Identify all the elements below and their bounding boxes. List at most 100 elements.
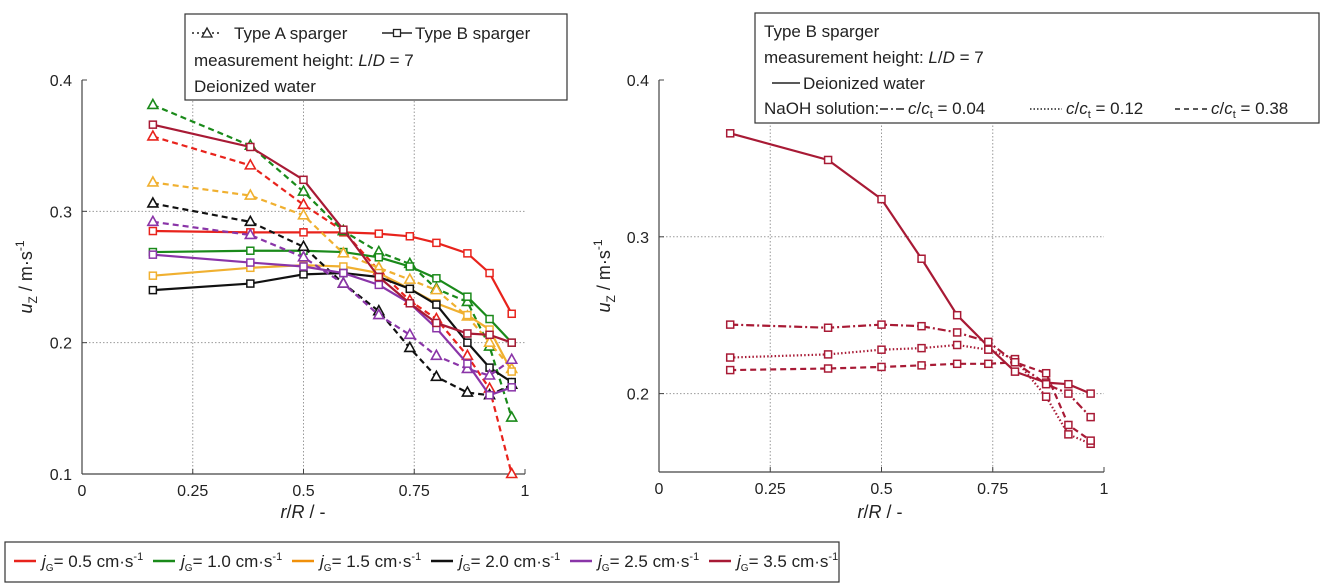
data-point-square bbox=[917, 361, 926, 370]
data-point-square bbox=[299, 175, 308, 185]
data-point-square bbox=[1010, 367, 1020, 376]
data-point-square bbox=[725, 320, 735, 329]
legend-label-var: j bbox=[457, 552, 464, 571]
data-point-square bbox=[246, 142, 255, 152]
data-point-triangle bbox=[146, 97, 160, 110]
data-point-triangle bbox=[297, 208, 310, 220]
data-point-triangle bbox=[297, 250, 310, 262]
legend-label-text: = 3.5 cm·s bbox=[749, 552, 829, 571]
data-point-triangle bbox=[430, 348, 443, 361]
legend-label-sup: -1 bbox=[828, 551, 838, 563]
y-tick-label: 0.3 bbox=[627, 230, 649, 247]
legend-label-2.0: jG= 2.0 cm·s-1 bbox=[457, 551, 560, 574]
legend-label-text: = 2.0 cm·s bbox=[471, 552, 551, 571]
y-tick-label: 0.4 bbox=[50, 73, 72, 90]
data-point-square bbox=[148, 250, 158, 259]
legend-label-sup: -1 bbox=[411, 551, 421, 563]
data-point-square bbox=[463, 329, 472, 338]
data-point-square bbox=[507, 367, 516, 376]
series-line bbox=[152, 135, 513, 474]
data-point-square bbox=[917, 343, 926, 353]
data-point-triangle bbox=[461, 348, 474, 361]
data-point-triangle bbox=[297, 184, 310, 196]
right-chart: 0 0.25 0.5 0.75 1 0.2 0.3 0.4 r/R / - uZ / m·s-1 bbox=[591, 73, 1109, 522]
legend-label-var: j bbox=[596, 552, 603, 571]
x-axis-label-part: R bbox=[292, 502, 305, 522]
x-axis-label-part: / bbox=[863, 502, 868, 522]
data-point-square bbox=[507, 383, 516, 392]
series-line bbox=[152, 229, 513, 315]
x-tick-label: 0.5 bbox=[292, 483, 314, 500]
legend-conc-038: c/ct = 0.38 bbox=[1211, 99, 1288, 121]
data-point-square bbox=[432, 238, 441, 248]
x-axis-label-part: r bbox=[857, 502, 864, 522]
series-line bbox=[730, 343, 1092, 445]
right-legend-frame bbox=[754, 12, 1320, 124]
legend-label-var: j bbox=[318, 552, 325, 571]
x-tick-label: 0.25 bbox=[755, 481, 786, 498]
data-point-square bbox=[917, 321, 926, 331]
x-axis-label-part: r bbox=[280, 502, 287, 522]
data-point-square bbox=[823, 364, 833, 373]
data-point-square bbox=[463, 359, 472, 368]
data-point-square bbox=[374, 253, 384, 262]
data-point-square bbox=[877, 362, 886, 372]
y-axis-label-part: u bbox=[594, 303, 614, 313]
legend-label-sup: -1 bbox=[133, 551, 143, 563]
data-point-triangle bbox=[146, 196, 160, 208]
left-legend: Type A sparger Type B sparger measuremen… bbox=[184, 13, 568, 101]
legend-label-sub: G bbox=[324, 563, 332, 574]
data-point-square bbox=[299, 228, 308, 237]
legend-label-1.0: jG= 1.0 cm·s-1 bbox=[179, 551, 282, 574]
series-line bbox=[152, 249, 513, 344]
data-point-square bbox=[485, 314, 494, 324]
data-point-square bbox=[339, 225, 348, 234]
x-tick-label: 0.5 bbox=[870, 481, 892, 498]
legend-sparger-text: Type B sparger bbox=[764, 22, 880, 41]
data-point-square bbox=[463, 338, 472, 347]
data-point-square bbox=[148, 226, 158, 236]
data-point-square bbox=[1086, 436, 1095, 445]
y-axis-label-part: u bbox=[16, 304, 36, 314]
legend-height-text: measurement height: L/D = 7 bbox=[194, 51, 414, 70]
data-point-square bbox=[725, 129, 735, 138]
data-point-square bbox=[507, 338, 516, 347]
data-point-square bbox=[1041, 392, 1051, 401]
data-point-square bbox=[374, 280, 384, 290]
data-point-square bbox=[984, 359, 993, 369]
data-point-square bbox=[405, 232, 415, 241]
series-line bbox=[152, 202, 513, 397]
data-point-square bbox=[463, 310, 472, 320]
data-point-square bbox=[405, 299, 415, 308]
data-point-square bbox=[1041, 368, 1051, 378]
x-axis-label-part: / - bbox=[305, 502, 326, 522]
data-point-square bbox=[299, 270, 308, 279]
data-point-square bbox=[463, 249, 472, 258]
x-tick-label: 1 bbox=[1100, 481, 1109, 498]
data-point-square bbox=[1064, 389, 1073, 398]
legend-label-sub: G bbox=[602, 563, 610, 574]
data-point-triangle bbox=[403, 272, 417, 284]
data-point-triangle bbox=[483, 368, 496, 380]
series-line bbox=[730, 323, 1092, 418]
y-axis-label: uZ / m·s-1 bbox=[13, 240, 40, 313]
series-line bbox=[729, 132, 1092, 395]
data-point-square bbox=[1010, 357, 1020, 367]
legend-label-sup: -1 bbox=[689, 551, 699, 563]
data-point-triangle bbox=[483, 335, 496, 347]
data-point-square bbox=[823, 350, 833, 359]
y-tick-label: 0.4 bbox=[627, 73, 649, 90]
y-axis-label-part: -1 bbox=[591, 239, 605, 250]
legend-label-sub: G bbox=[46, 563, 54, 574]
y-tick-label: 0.2 bbox=[50, 336, 72, 353]
data-point-square bbox=[1064, 420, 1073, 430]
y-axis-label-part: Z bbox=[604, 295, 618, 302]
x-axis-label-part: / bbox=[286, 502, 291, 522]
data-point-square bbox=[432, 318, 441, 328]
data-point-square bbox=[823, 155, 833, 165]
data-point-square bbox=[952, 310, 962, 320]
data-point-square bbox=[725, 365, 735, 375]
data-point-triangle bbox=[243, 214, 257, 227]
legend-type-a-label: Type A sparger bbox=[234, 24, 348, 43]
